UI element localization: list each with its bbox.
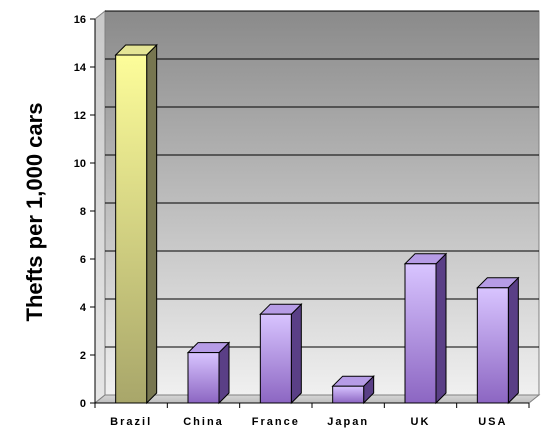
bar-japan (331, 374, 375, 405)
bar-front-face (187, 352, 220, 404)
y-axis-ticks: 0 2 4 6 8 10 12 14 16 (74, 14, 95, 410)
bar-side-face (435, 252, 447, 405)
bar-front-face (404, 263, 437, 404)
bar-side-face (290, 302, 302, 405)
y-tick-label: 4 (80, 302, 87, 314)
y-tick-label: 12 (74, 110, 86, 122)
x-tick-label: Brazil (110, 416, 152, 428)
y-axis-title: Thefts per 1,000 cars (22, 103, 47, 322)
y-tick-label: 10 (74, 158, 86, 170)
bar-uk (403, 252, 448, 405)
bar-front-face (115, 54, 148, 404)
y-tick-label: 14 (74, 62, 87, 74)
x-tick-label: China (183, 416, 224, 428)
left-side-wall (94, 9, 106, 405)
bar-front-face (259, 313, 292, 404)
bar-front-face (476, 287, 509, 404)
y-tick-label: 2 (80, 350, 86, 362)
x-tick-label: USA (478, 416, 507, 428)
bar-front-face (332, 385, 365, 404)
bar-china (186, 341, 231, 405)
bar-brazil (114, 43, 158, 405)
bar-side-face (146, 43, 158, 405)
y-tick-label: 8 (80, 206, 86, 218)
bar-usa (476, 276, 520, 405)
gridlines (105, 10, 539, 348)
bar-side-face (507, 276, 519, 405)
floor (93, 394, 541, 404)
bar-france (259, 302, 303, 405)
y-tick-label: 6 (80, 254, 86, 266)
x-tick-label: France (252, 416, 300, 428)
x-axis-ticks: Brazil China France Japan UK USA (94, 403, 530, 428)
x-tick-label: Japan (327, 416, 369, 428)
x-tick-label: UK (411, 416, 431, 428)
bars (114, 43, 520, 405)
y-tick-label: 0 (80, 398, 86, 410)
y-tick-label: 16 (74, 14, 86, 26)
